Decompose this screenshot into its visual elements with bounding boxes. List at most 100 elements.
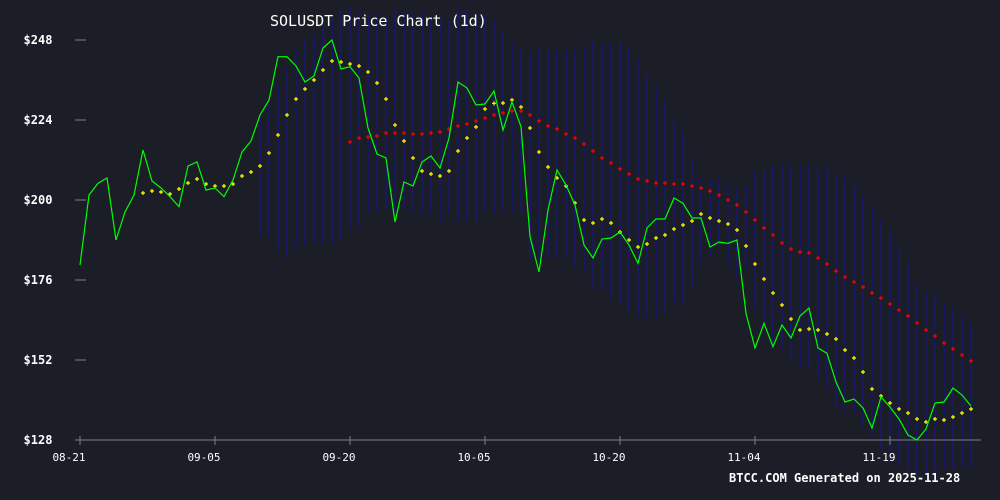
ma-short-marker bbox=[735, 228, 739, 232]
ma-long-marker bbox=[951, 347, 955, 351]
x-tick-label: 10-05 bbox=[457, 451, 490, 464]
ma-long-marker bbox=[753, 218, 757, 222]
ma-short-marker bbox=[762, 277, 766, 281]
ma-short-marker bbox=[321, 68, 325, 72]
ma-short-marker bbox=[870, 387, 874, 391]
ma-short-marker bbox=[249, 170, 253, 174]
ma-short-marker bbox=[546, 165, 550, 169]
ma-long-marker bbox=[375, 134, 379, 138]
ma-long-marker bbox=[960, 353, 964, 357]
ma-long-marker bbox=[897, 308, 901, 312]
ma-long-marker bbox=[771, 233, 775, 237]
ma-short-marker bbox=[960, 411, 964, 415]
ma-long-marker bbox=[789, 247, 793, 251]
ma-short-marker bbox=[915, 417, 919, 421]
ma-short-marker bbox=[411, 156, 415, 160]
ma-short-marker bbox=[339, 60, 343, 64]
ma-short-marker bbox=[258, 164, 262, 168]
chart-footer: BTCC.COM Generated on 2025-11-28 bbox=[729, 471, 961, 485]
ma-short-marker bbox=[267, 151, 271, 155]
ma-long-marker bbox=[852, 280, 856, 284]
ma-long-marker bbox=[663, 181, 667, 185]
ma-long-marker bbox=[924, 328, 928, 332]
ma-short-marker bbox=[843, 348, 847, 352]
y-tick-label: $152 bbox=[24, 353, 53, 367]
ma-short-marker bbox=[384, 97, 388, 101]
x-tick-label: 10-20 bbox=[592, 451, 625, 464]
ma-short-marker bbox=[438, 174, 442, 178]
y-tick-label: $176 bbox=[24, 273, 53, 287]
ma-short-marker bbox=[717, 219, 721, 223]
ma-short-marker bbox=[708, 216, 712, 220]
ma-short-marker bbox=[816, 328, 820, 332]
ma-long-marker bbox=[618, 167, 622, 171]
axes: $128 $152 $176 $200 $224 $248 08-21 09-05 09-20 1… bbox=[24, 33, 981, 464]
ma-short-marker bbox=[645, 242, 649, 246]
ma-long-marker bbox=[609, 161, 613, 165]
ma-short-marker bbox=[177, 187, 181, 191]
ma-short-marker bbox=[627, 238, 631, 242]
ma-short-marker bbox=[213, 184, 217, 188]
ma-short-marker bbox=[402, 139, 406, 143]
ma-short-marker bbox=[357, 64, 361, 68]
ma-short-marker bbox=[240, 174, 244, 178]
ma-short-marker bbox=[285, 113, 289, 117]
ma-long-marker bbox=[942, 341, 946, 345]
ma-long-marker bbox=[762, 226, 766, 230]
ma-short-marker bbox=[528, 126, 532, 130]
ma-short-marker bbox=[861, 370, 865, 374]
ma-long-marker bbox=[357, 136, 361, 140]
ma-long-marker bbox=[438, 130, 442, 134]
ma-short-marker bbox=[681, 223, 685, 227]
ma-long-marker bbox=[402, 131, 406, 135]
ma-long-marker bbox=[654, 181, 658, 185]
ma-short-marker bbox=[726, 222, 730, 226]
ma-long-marker bbox=[636, 177, 640, 181]
ma-short-marker bbox=[456, 149, 460, 153]
ma-short-marker bbox=[366, 70, 370, 74]
y-tick-label: $128 bbox=[24, 433, 53, 447]
ma-short-marker bbox=[591, 221, 595, 225]
ma-long-marker bbox=[519, 109, 523, 113]
ma-long-marker bbox=[906, 314, 910, 318]
ma-long-marker bbox=[348, 140, 352, 144]
ma-short-marker bbox=[753, 262, 757, 266]
price-line bbox=[79, 38, 972, 441]
chart-title: SOLUSDT Price Chart (1d) bbox=[270, 12, 487, 30]
ma-long-marker bbox=[915, 321, 919, 325]
price-series bbox=[79, 38, 972, 441]
ma-short-marker bbox=[780, 303, 784, 307]
ma-long-marker bbox=[672, 182, 676, 186]
y-tick-label: $200 bbox=[24, 193, 53, 207]
ma-long-marker bbox=[483, 116, 487, 120]
ma-long-marker bbox=[582, 142, 586, 146]
ma-long-marker bbox=[627, 172, 631, 176]
ma-long-marker bbox=[699, 186, 703, 190]
ma-long-marker bbox=[825, 262, 829, 266]
ma-short-marker bbox=[969, 407, 973, 411]
ma-long-marker bbox=[537, 119, 541, 123]
ma-long-marker bbox=[411, 132, 415, 136]
ma-short-marker bbox=[600, 217, 604, 221]
ma-short-marker bbox=[276, 133, 280, 137]
ma-long-marker bbox=[834, 269, 838, 273]
ma-long-marker bbox=[366, 135, 370, 139]
ma-short-marker bbox=[834, 337, 838, 341]
ma-long-marker bbox=[420, 132, 424, 136]
ma-short-marker bbox=[348, 62, 352, 66]
ma-long-marker bbox=[510, 109, 514, 113]
ma-long-marker bbox=[492, 113, 496, 117]
ma-long-marker bbox=[564, 132, 568, 136]
ma-long-marker bbox=[546, 124, 550, 128]
ma-short-marker bbox=[771, 291, 775, 295]
ma-short-marker bbox=[465, 136, 469, 140]
ma-short-marker bbox=[312, 78, 316, 82]
ma-short-marker bbox=[483, 107, 487, 111]
ma-short-marker bbox=[375, 81, 379, 85]
ma-short-marker bbox=[942, 418, 946, 422]
ma-long-marker bbox=[726, 198, 730, 202]
ma-long-marker bbox=[474, 119, 478, 123]
ma-short-marker bbox=[195, 177, 199, 181]
ma-short-marker bbox=[888, 401, 892, 405]
ma-short-marker bbox=[609, 221, 613, 225]
